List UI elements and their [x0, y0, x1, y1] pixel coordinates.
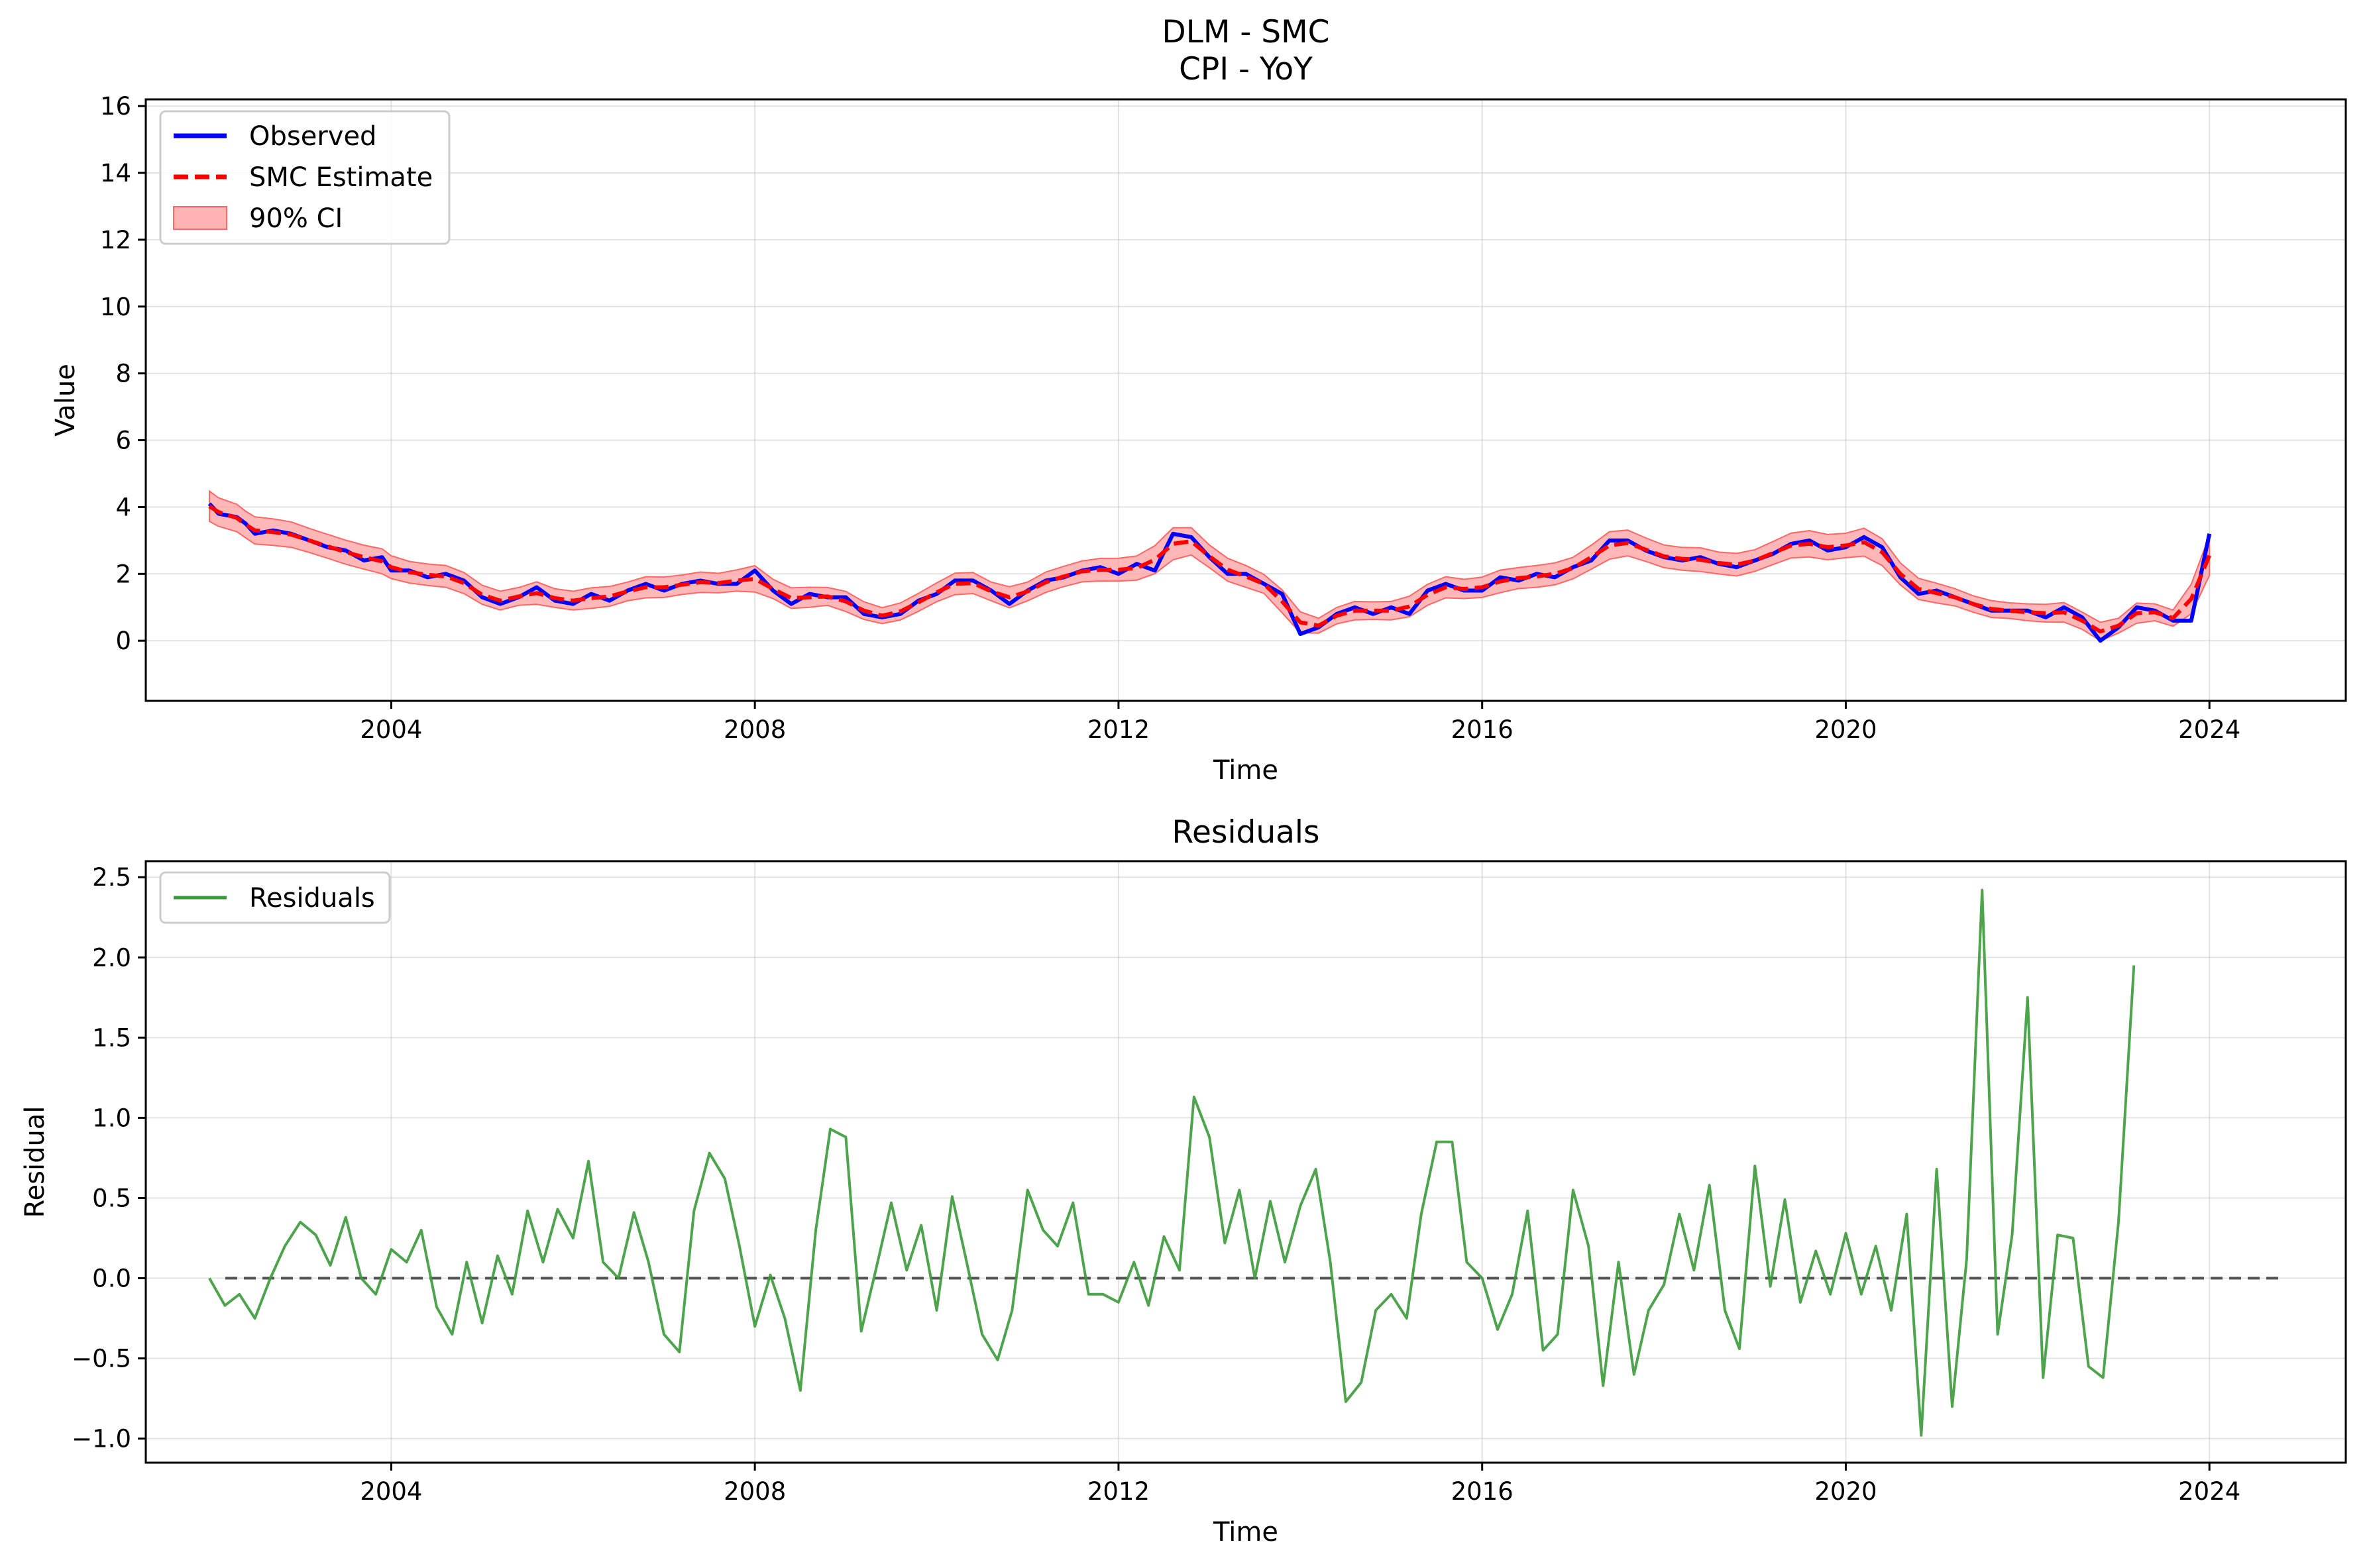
top-series [207, 502, 2212, 643]
x-tick-label: 2008 [724, 715, 786, 744]
y-tick-label: 0.0 [92, 1265, 131, 1293]
ci-band [209, 490, 2211, 642]
y-tick-label: 4 [115, 493, 131, 521]
bottom-series [208, 888, 2136, 1437]
bottom-y-axis-label: Residual [20, 1106, 50, 1218]
ci-band-area [209, 490, 2211, 642]
top-x-axis-label: Time [1213, 755, 1278, 786]
ci-legend-label: 90% CI [249, 203, 343, 234]
top-y-axis-label: Value [50, 364, 81, 437]
residuals-legend-label: Residuals [249, 883, 375, 914]
top-panel: DLM - SMC CPI - YoY 2004 2008 2012 2016 2020… [50, 14, 2347, 786]
top-legend: Observed SMC Estimate 90% CI [159, 110, 451, 245]
y-tick-label: 0 [115, 627, 131, 655]
estimate-legend-label: SMC Estimate [249, 162, 433, 193]
x-tick-label: 2008 [724, 1477, 786, 1506]
y-tick-label: 6 [115, 427, 131, 455]
bottom-chart-title: Residuals [1172, 814, 1320, 851]
top-chart-title: DLM - SMC [1162, 14, 1330, 50]
y-tick-label: 10 [100, 293, 131, 321]
y-tick-label: −1.0 [72, 1425, 131, 1453]
x-tick-label: 2024 [2178, 715, 2240, 744]
ci-legend-swatch [173, 206, 227, 230]
top-legend-box [159, 110, 451, 245]
x-tick-label: 2004 [360, 1477, 422, 1506]
top-gridlines [146, 99, 2346, 701]
top-x-ticks: 2004 2008 2012 2016 2020 2024 [360, 701, 2240, 744]
y-tick-label: 2.0 [92, 943, 131, 972]
y-tick-label: 16 [100, 92, 131, 121]
bottom-legend-box [159, 871, 391, 924]
y-tick-label: 1.0 [92, 1104, 131, 1132]
residuals-series-line [208, 888, 2136, 1437]
smc-estimate-series-line [208, 504, 2211, 634]
y-tick-label: −0.5 [72, 1345, 131, 1373]
bottom-legend: Residuals [159, 871, 391, 924]
x-tick-label: 2004 [360, 715, 422, 744]
x-tick-label: 2012 [1087, 715, 1150, 744]
top-chart-subtitle: CPI - YoY [1179, 51, 1313, 87]
x-tick-label: 2016 [1451, 1477, 1513, 1506]
y-tick-label: 8 [115, 360, 131, 388]
top-plot-frame [144, 98, 2347, 702]
y-tick-label: 2 [115, 560, 131, 588]
bottom-panel: Residuals 2004 2008 2012 2016 2020 2024 −1.0−… [20, 814, 2347, 1547]
observed-legend-label: Observed [249, 121, 376, 152]
bottom-y-ticks: −1.0 −0.5 0.0 0.5 1.0 1.5 2.0 2.5 [72, 863, 146, 1453]
bottom-plot-frame [144, 860, 2347, 1464]
x-tick-label: 2016 [1451, 715, 1513, 744]
y-tick-label: 14 [100, 159, 131, 187]
x-tick-label: 2024 [2178, 1477, 2240, 1506]
y-tick-label: 0.5 [92, 1184, 131, 1212]
bottom-x-axis-label: Time [1213, 1517, 1278, 1547]
x-tick-label: 2020 [1814, 1477, 1877, 1506]
y-tick-label: 2.5 [92, 863, 131, 892]
x-tick-label: 2020 [1814, 715, 1877, 744]
bottom-x-ticks: 2004 2008 2012 2016 2020 2024 [360, 1463, 2240, 1506]
x-tick-label: 2012 [1087, 1477, 1150, 1506]
y-tick-label: 1.5 [92, 1023, 131, 1052]
top-y-ticks: 0 2 4 6 8 10 12 14 16 [100, 92, 146, 655]
y-tick-label: 12 [100, 226, 131, 254]
